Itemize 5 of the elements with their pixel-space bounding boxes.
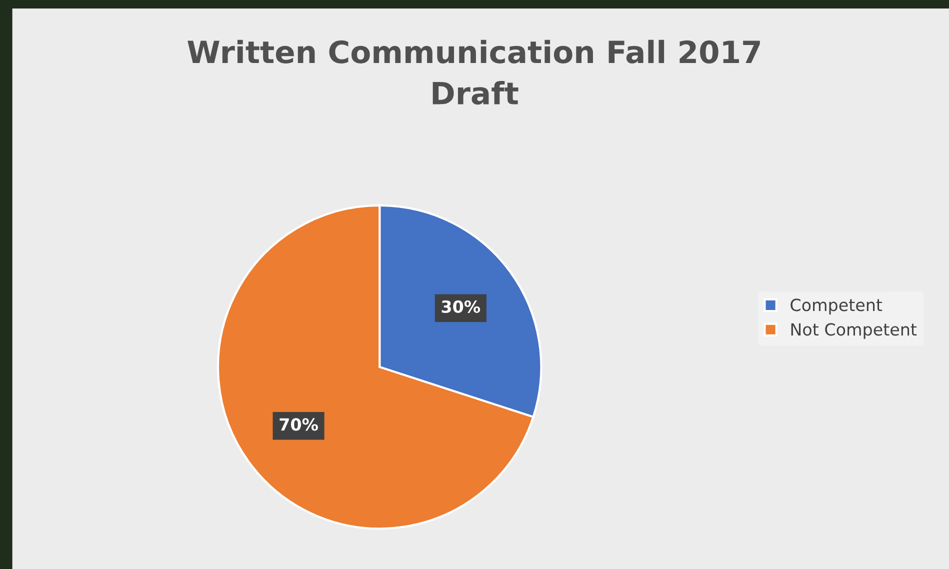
data-label: 30%	[442, 300, 480, 313]
legend-label: Competent	[790, 298, 882, 314]
data-label: 70%	[280, 418, 318, 431]
chart-title: Written Communication Fall 2017 Draft	[188, 40, 760, 105]
legend-label: Not Competent	[791, 323, 917, 339]
